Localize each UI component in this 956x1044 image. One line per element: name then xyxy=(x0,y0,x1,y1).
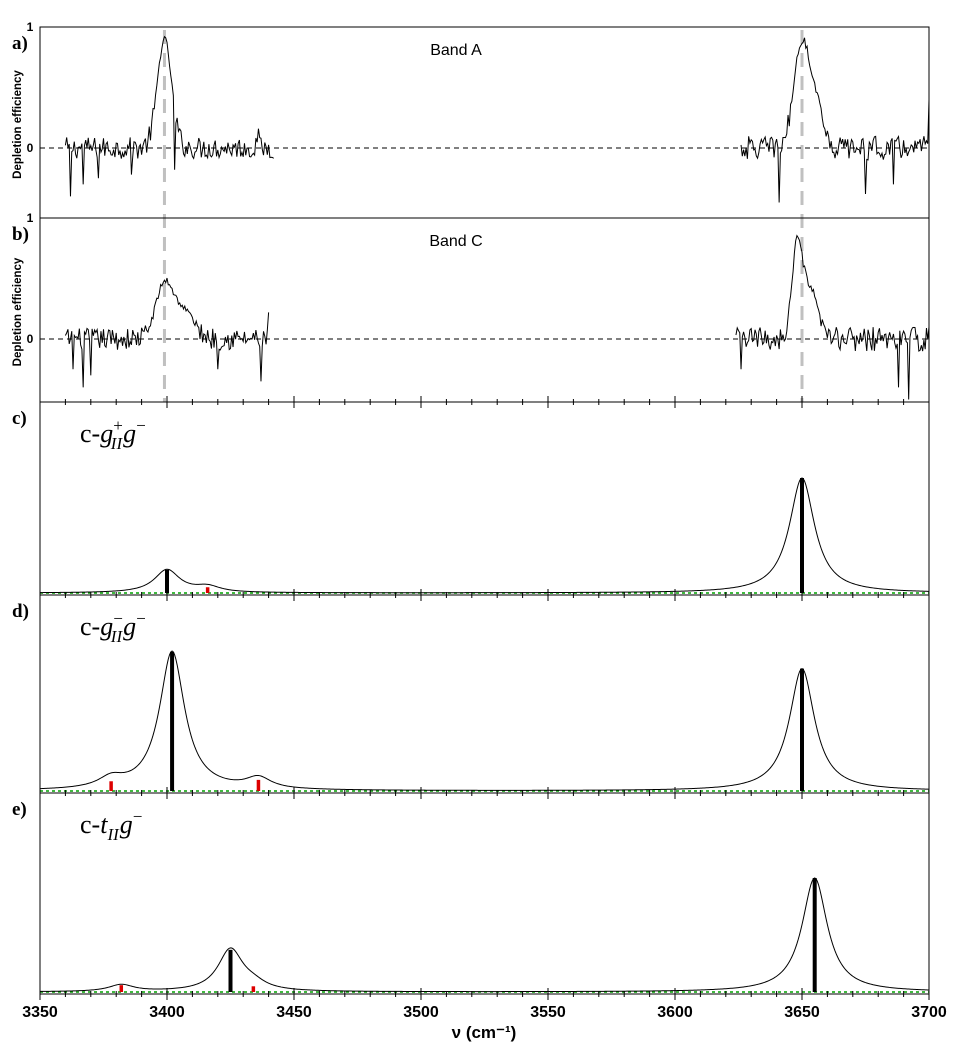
x-tick-label-3650: 3650 xyxy=(784,1004,820,1021)
panel-e-letter: e) xyxy=(12,799,27,820)
x-axis: 3350 3400 3450 3500 3550 3600 3650 3700 ν (cm⁻¹) xyxy=(22,1004,947,1042)
panel-c-conformer-label: c-g+ IIg− xyxy=(80,416,146,453)
panel-a-ytick-1: 1 xyxy=(27,20,34,34)
panel-e-frame xyxy=(39,792,930,995)
x-tick-label-3700: 3700 xyxy=(911,1004,947,1021)
panel-a-trace-2 xyxy=(740,37,930,203)
panel-a-ytick-0: 0 xyxy=(27,141,34,155)
x-tick-label-3450: 3450 xyxy=(276,1004,312,1021)
x-tick-label-3550: 3550 xyxy=(530,1004,566,1021)
panel-b-ytick-0: 0 xyxy=(27,332,34,346)
x-tick-label-3400: 3400 xyxy=(149,1004,185,1021)
panel-b-trace-2 xyxy=(735,234,930,400)
panel-d-envelope xyxy=(39,650,930,791)
panel-d-letter: d) xyxy=(12,601,29,622)
panel-c-frame xyxy=(39,401,930,596)
panel-b-ylabel: Depletion efficiency xyxy=(12,257,24,366)
x-tick-label-3350: 3350 xyxy=(22,1004,58,1021)
panel-c-letter: c) xyxy=(12,408,27,429)
panel-c-envelope xyxy=(39,477,930,594)
panel-b-band-label: Band C xyxy=(429,233,482,250)
panel-e-envelope xyxy=(39,877,930,993)
panel-a-band-label: Band A xyxy=(430,42,482,59)
panel-e-conformer-label: c-tIIg− xyxy=(80,807,142,844)
x-tick-label-3500: 3500 xyxy=(403,1004,439,1021)
panel-b-letter: b) xyxy=(12,224,29,245)
panel-d-conformer-label: c-g− IIg− xyxy=(80,609,146,646)
panel-a-trace-1 xyxy=(64,35,274,197)
panel-e: e) c-tIIg− xyxy=(12,792,930,1000)
panel-b-ytick-1: 1 xyxy=(27,211,34,225)
panel-c: c) c-g+ IIg− xyxy=(12,401,930,601)
panel-a-ylabel: Depletion efficiency xyxy=(12,70,24,179)
panel-d: d) c-g− IIg− xyxy=(12,594,930,799)
x-tick-label-3600: 3600 xyxy=(657,1004,693,1021)
reference-lines-layer xyxy=(162,30,804,402)
panel-a-letter: a) xyxy=(12,33,28,54)
x-axis-label: ν (cm⁻¹) xyxy=(452,1023,517,1042)
panel-b-trace-1 xyxy=(64,277,270,388)
